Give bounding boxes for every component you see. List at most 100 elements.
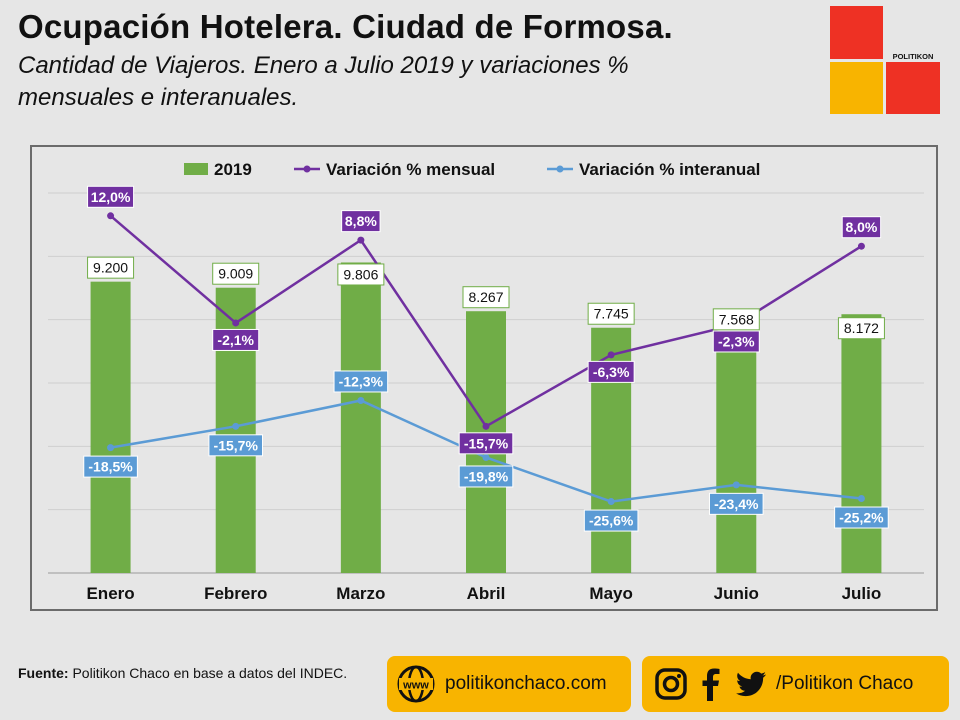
point-interanual-marzo: [357, 396, 365, 404]
interanual-label-5: -23,4%: [708, 492, 764, 515]
interanual-label-0-text: -18,5%: [88, 459, 133, 475]
mensual-label-0-text: 12,0%: [91, 189, 131, 205]
legend-item-1: Variación % mensual: [294, 160, 495, 179]
bar-label-1-box: [212, 262, 260, 285]
mensual-label-1-box: [212, 328, 260, 351]
interanual-label-1-box: [208, 434, 264, 457]
mensual-label-3: -15,7%: [458, 432, 514, 455]
www-icon: www: [397, 665, 435, 703]
bar-junio: [716, 333, 757, 573]
interanual-label-1: -15,7%: [208, 434, 264, 457]
interanual-label-2-box: [333, 370, 389, 393]
point-interanual-junio: [732, 481, 740, 489]
mensual-label-2-text: 8,8%: [345, 213, 377, 229]
bar-label-3-text: 8.267: [468, 289, 503, 305]
bar-label-4-box: [587, 302, 635, 325]
interanual-label-6: -25,2%: [834, 506, 889, 529]
legend-swatch-marker: [556, 165, 564, 173]
social-handle[interactable]: /Politikon Chaco: [776, 673, 914, 694]
facebook-icon[interactable]: [694, 667, 728, 701]
legend-label: Variación % interanual: [579, 160, 760, 179]
point-interanual-abril: [482, 453, 490, 461]
point-mensual-mayo: [607, 351, 615, 359]
mensual-label-0-box: [87, 185, 135, 208]
mensual-label-5: -2,3%: [712, 330, 760, 353]
bar-label-6-box: [837, 317, 885, 340]
interanual-label-3: -19,8%: [458, 465, 514, 488]
social-badge[interactable]: /Politikon Chaco: [642, 656, 949, 712]
source-label: Fuente:: [18, 665, 69, 681]
mensual-label-4-text: -6,3%: [593, 364, 630, 380]
mensual-label-6-box: [841, 216, 882, 239]
bar-label-4-text: 7.745: [594, 306, 629, 322]
x-tick-label: Mayo: [589, 584, 632, 603]
legend-swatch-bar: [184, 163, 208, 175]
bar-label-0: 9.200: [87, 256, 135, 279]
bar-label-1-text: 9.009: [218, 266, 253, 282]
bar-label-2-box: [337, 263, 385, 286]
point-interanual-mayo: [607, 498, 615, 506]
interanual-label-0: -18,5%: [83, 455, 138, 478]
page-subtitle: Cantidad de Viajeros. Enero a Julio 2019…: [18, 52, 629, 111]
twitter-icon[interactable]: [734, 667, 768, 701]
bar-label-5: 7.568: [712, 308, 760, 331]
interanual-label-5-box: [708, 492, 764, 515]
bar-label-4: 7.745: [587, 302, 635, 325]
interanual-label-4-text: -25,6%: [589, 513, 634, 529]
mensual-label-1: -2,1%: [212, 328, 260, 351]
mensual-label-3-text: -15,7%: [464, 435, 509, 451]
x-tick-label: Abril: [467, 584, 506, 603]
interanual-label-3-box: [458, 465, 514, 488]
bar-label-5-text: 7.568: [719, 311, 754, 327]
mensual-label-3-box: [458, 432, 514, 455]
logo-square-red-top: [830, 6, 883, 59]
legend-item-2: Variación % interanual: [547, 160, 760, 179]
point-mensual-abril: [482, 422, 490, 430]
x-tick-label: Febrero: [204, 584, 267, 603]
interanual-label-2-text: -12,3%: [339, 373, 384, 389]
bar-label-2-text: 9.806: [343, 266, 378, 282]
bar-enero: [90, 281, 131, 573]
point-interanual-enero: [107, 444, 115, 452]
mensual-label-1-text: -2,1%: [217, 332, 254, 348]
interanual-label-0-box: [83, 455, 138, 478]
legend-label: Variación % mensual: [326, 160, 495, 179]
interanual-label-6-box: [834, 506, 889, 529]
interanual-label-2: -12,3%: [333, 370, 389, 393]
mensual-label-5-box: [712, 330, 760, 353]
logo-square-red-bottom: [886, 62, 940, 114]
mensual-label-4-box: [587, 360, 635, 383]
mensual-label-4: -6,3%: [587, 360, 635, 383]
legend-item-0: 2019: [184, 160, 252, 179]
bar-marzo: [340, 262, 381, 573]
legend-swatch-marker: [303, 165, 311, 173]
bar-label-5-box: [712, 308, 760, 331]
mensual-label-5-text: -2,3%: [718, 333, 755, 349]
mensual-label-6: 8,0%: [841, 216, 882, 239]
page-title: Ocupación Hotelera. Ciudad de Formosa.: [18, 8, 673, 45]
chart: 9.200 9.009 9.806 8.267 7.745 7.568 8.172 12,0%…: [48, 160, 924, 603]
interanual-label-5-text: -23,4%: [714, 496, 759, 512]
bar-julio: [841, 314, 882, 573]
x-tick-label: Enero: [86, 584, 134, 603]
bar-label-6-text: 8.172: [844, 320, 879, 336]
point-mensual-febrero: [232, 319, 240, 327]
bar-label-0-text: 9.200: [93, 260, 128, 276]
chart-frame: 9.200 9.009 9.806 8.267 7.745 7.568 8.172 12,0%…: [30, 145, 938, 611]
point-mensual-marzo: [357, 236, 365, 244]
interanual-label-4: -25,6%: [583, 509, 639, 532]
mensual-label-6-text: 8,0%: [845, 219, 877, 235]
website-link[interactable]: politikonchaco.com: [445, 673, 607, 694]
bar-label-3-box: [462, 286, 510, 309]
interanual-label-3-text: -19,8%: [464, 468, 509, 484]
instagram-icon[interactable]: [654, 667, 688, 701]
source-note: Fuente: Politikon Chaco en base a datos …: [18, 664, 358, 683]
interanual-label-4-box: [583, 509, 639, 532]
website-badge[interactable]: www politikonchaco.com: [387, 656, 631, 712]
politikon-logo: POLITIKON: [830, 6, 940, 114]
interanual-label-6-text: -25,2%: [839, 510, 884, 526]
x-tick-label: Marzo: [336, 584, 385, 603]
interanual-label-1-text: -15,7%: [214, 437, 259, 453]
logo-square-yellow: [830, 62, 883, 114]
svg-text:www: www: [402, 680, 429, 692]
